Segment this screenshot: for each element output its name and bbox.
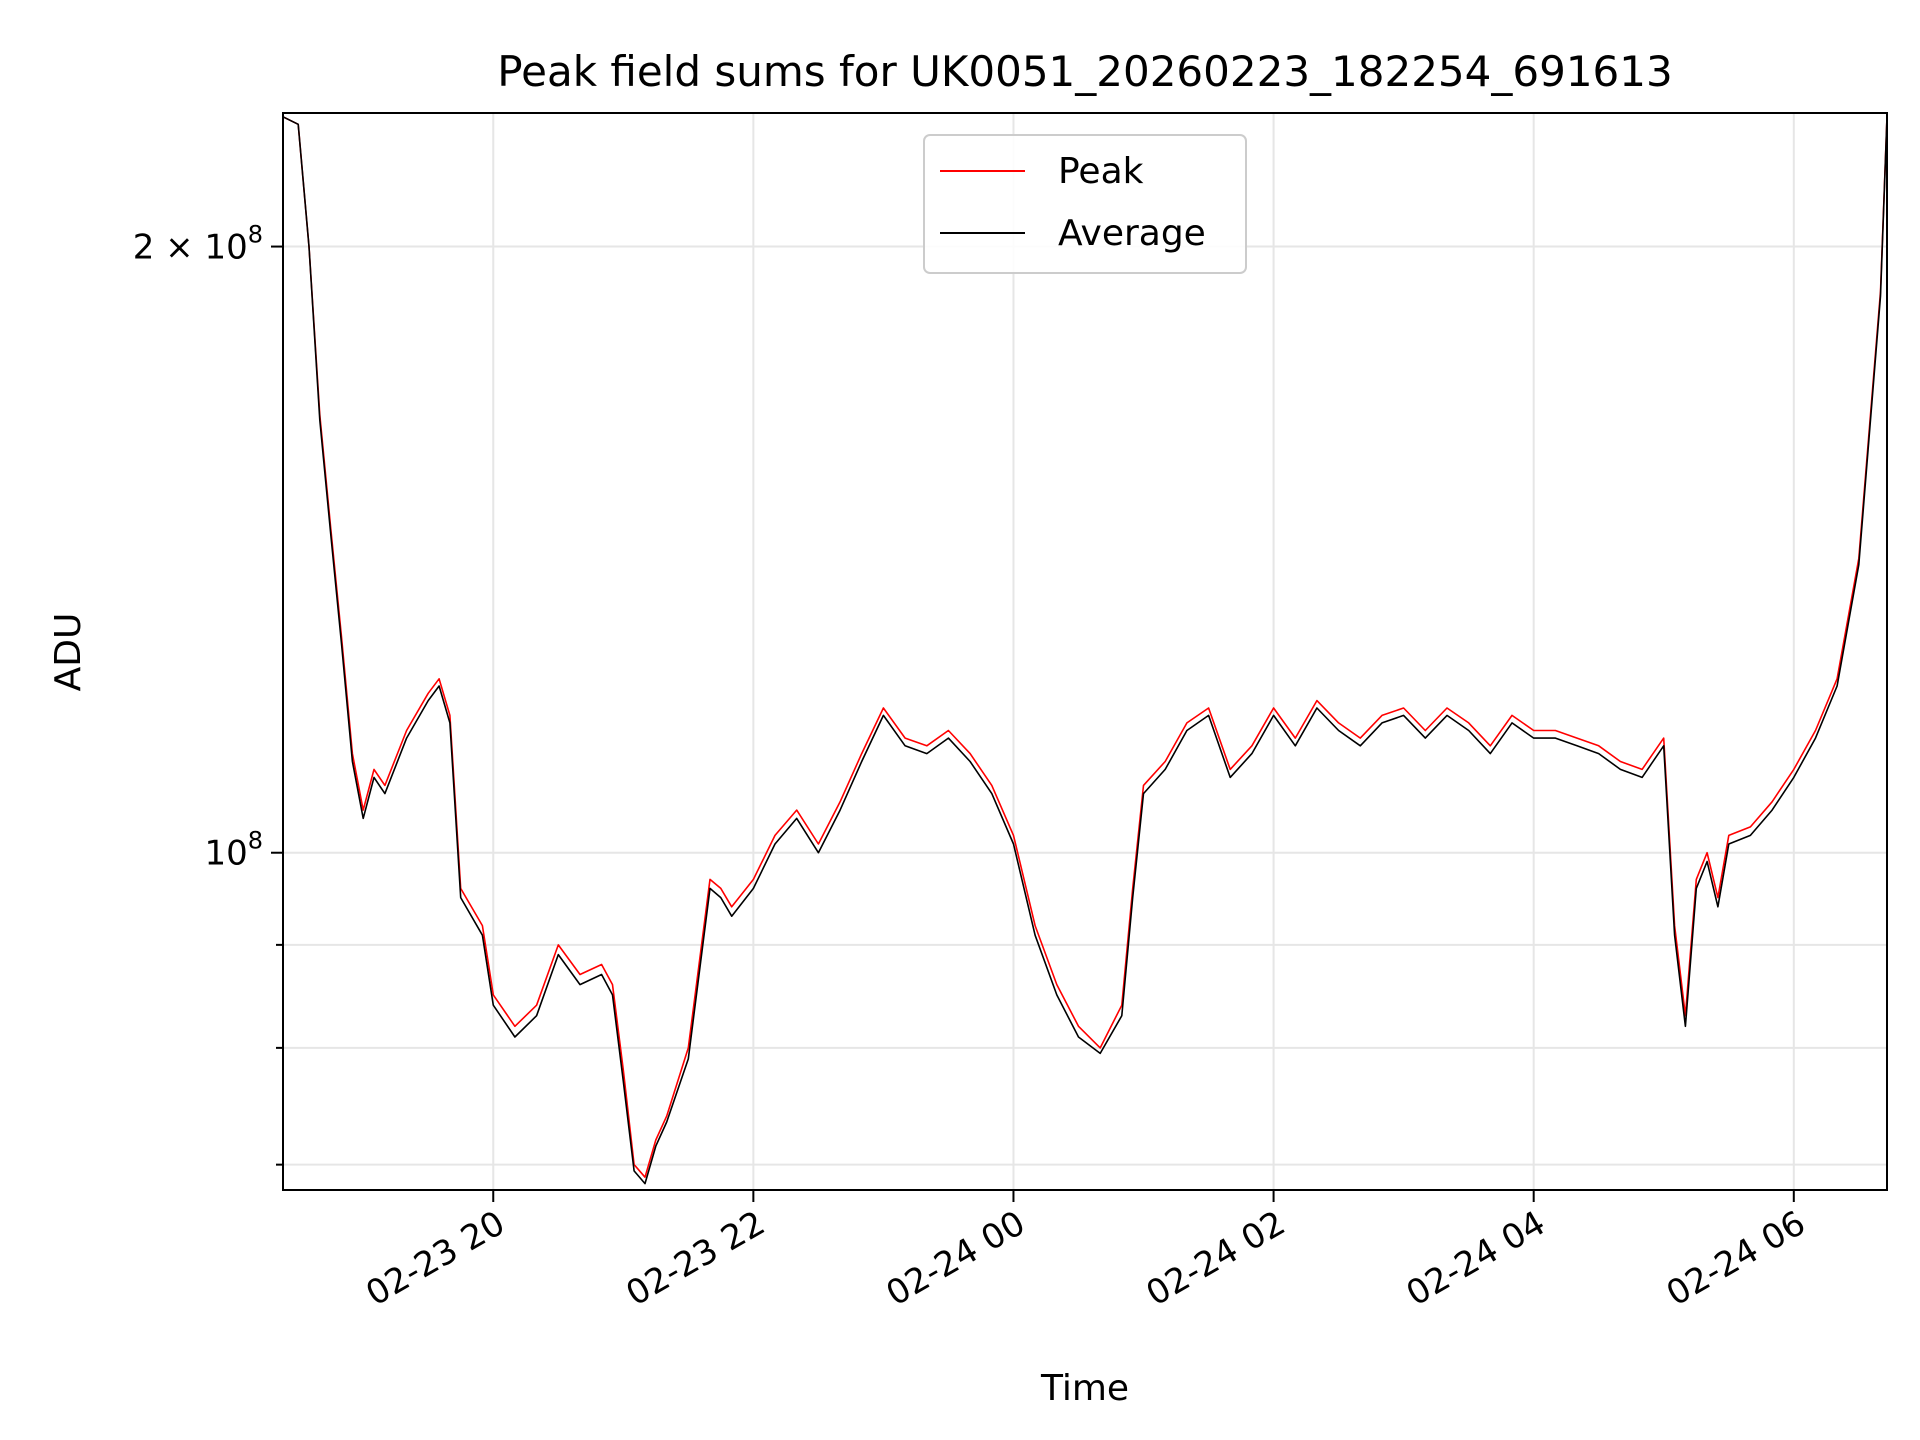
- legend-label-average: Average: [1058, 213, 1206, 254]
- legend: Peak Average: [923, 134, 1247, 274]
- y-tick-label: 108: [204, 827, 263, 874]
- series-layer: [282, 116, 1888, 1185]
- legend-box: [923, 134, 1247, 274]
- y-axis: 108 2 × 108: [133, 221, 283, 1166]
- series-line-peak: [282, 116, 1888, 1178]
- legend-label-peak: Peak: [1058, 151, 1144, 192]
- series-line-average: [282, 116, 1888, 1185]
- plot-frame: [282, 112, 1888, 1191]
- y-tick-label: 2 × 108: [133, 221, 263, 268]
- chart-title: Peak field sums for UK0051_20260223_1822…: [497, 47, 1672, 96]
- y-axis-label: ADU: [48, 613, 89, 692]
- x-axis-label: Time: [1040, 1368, 1129, 1409]
